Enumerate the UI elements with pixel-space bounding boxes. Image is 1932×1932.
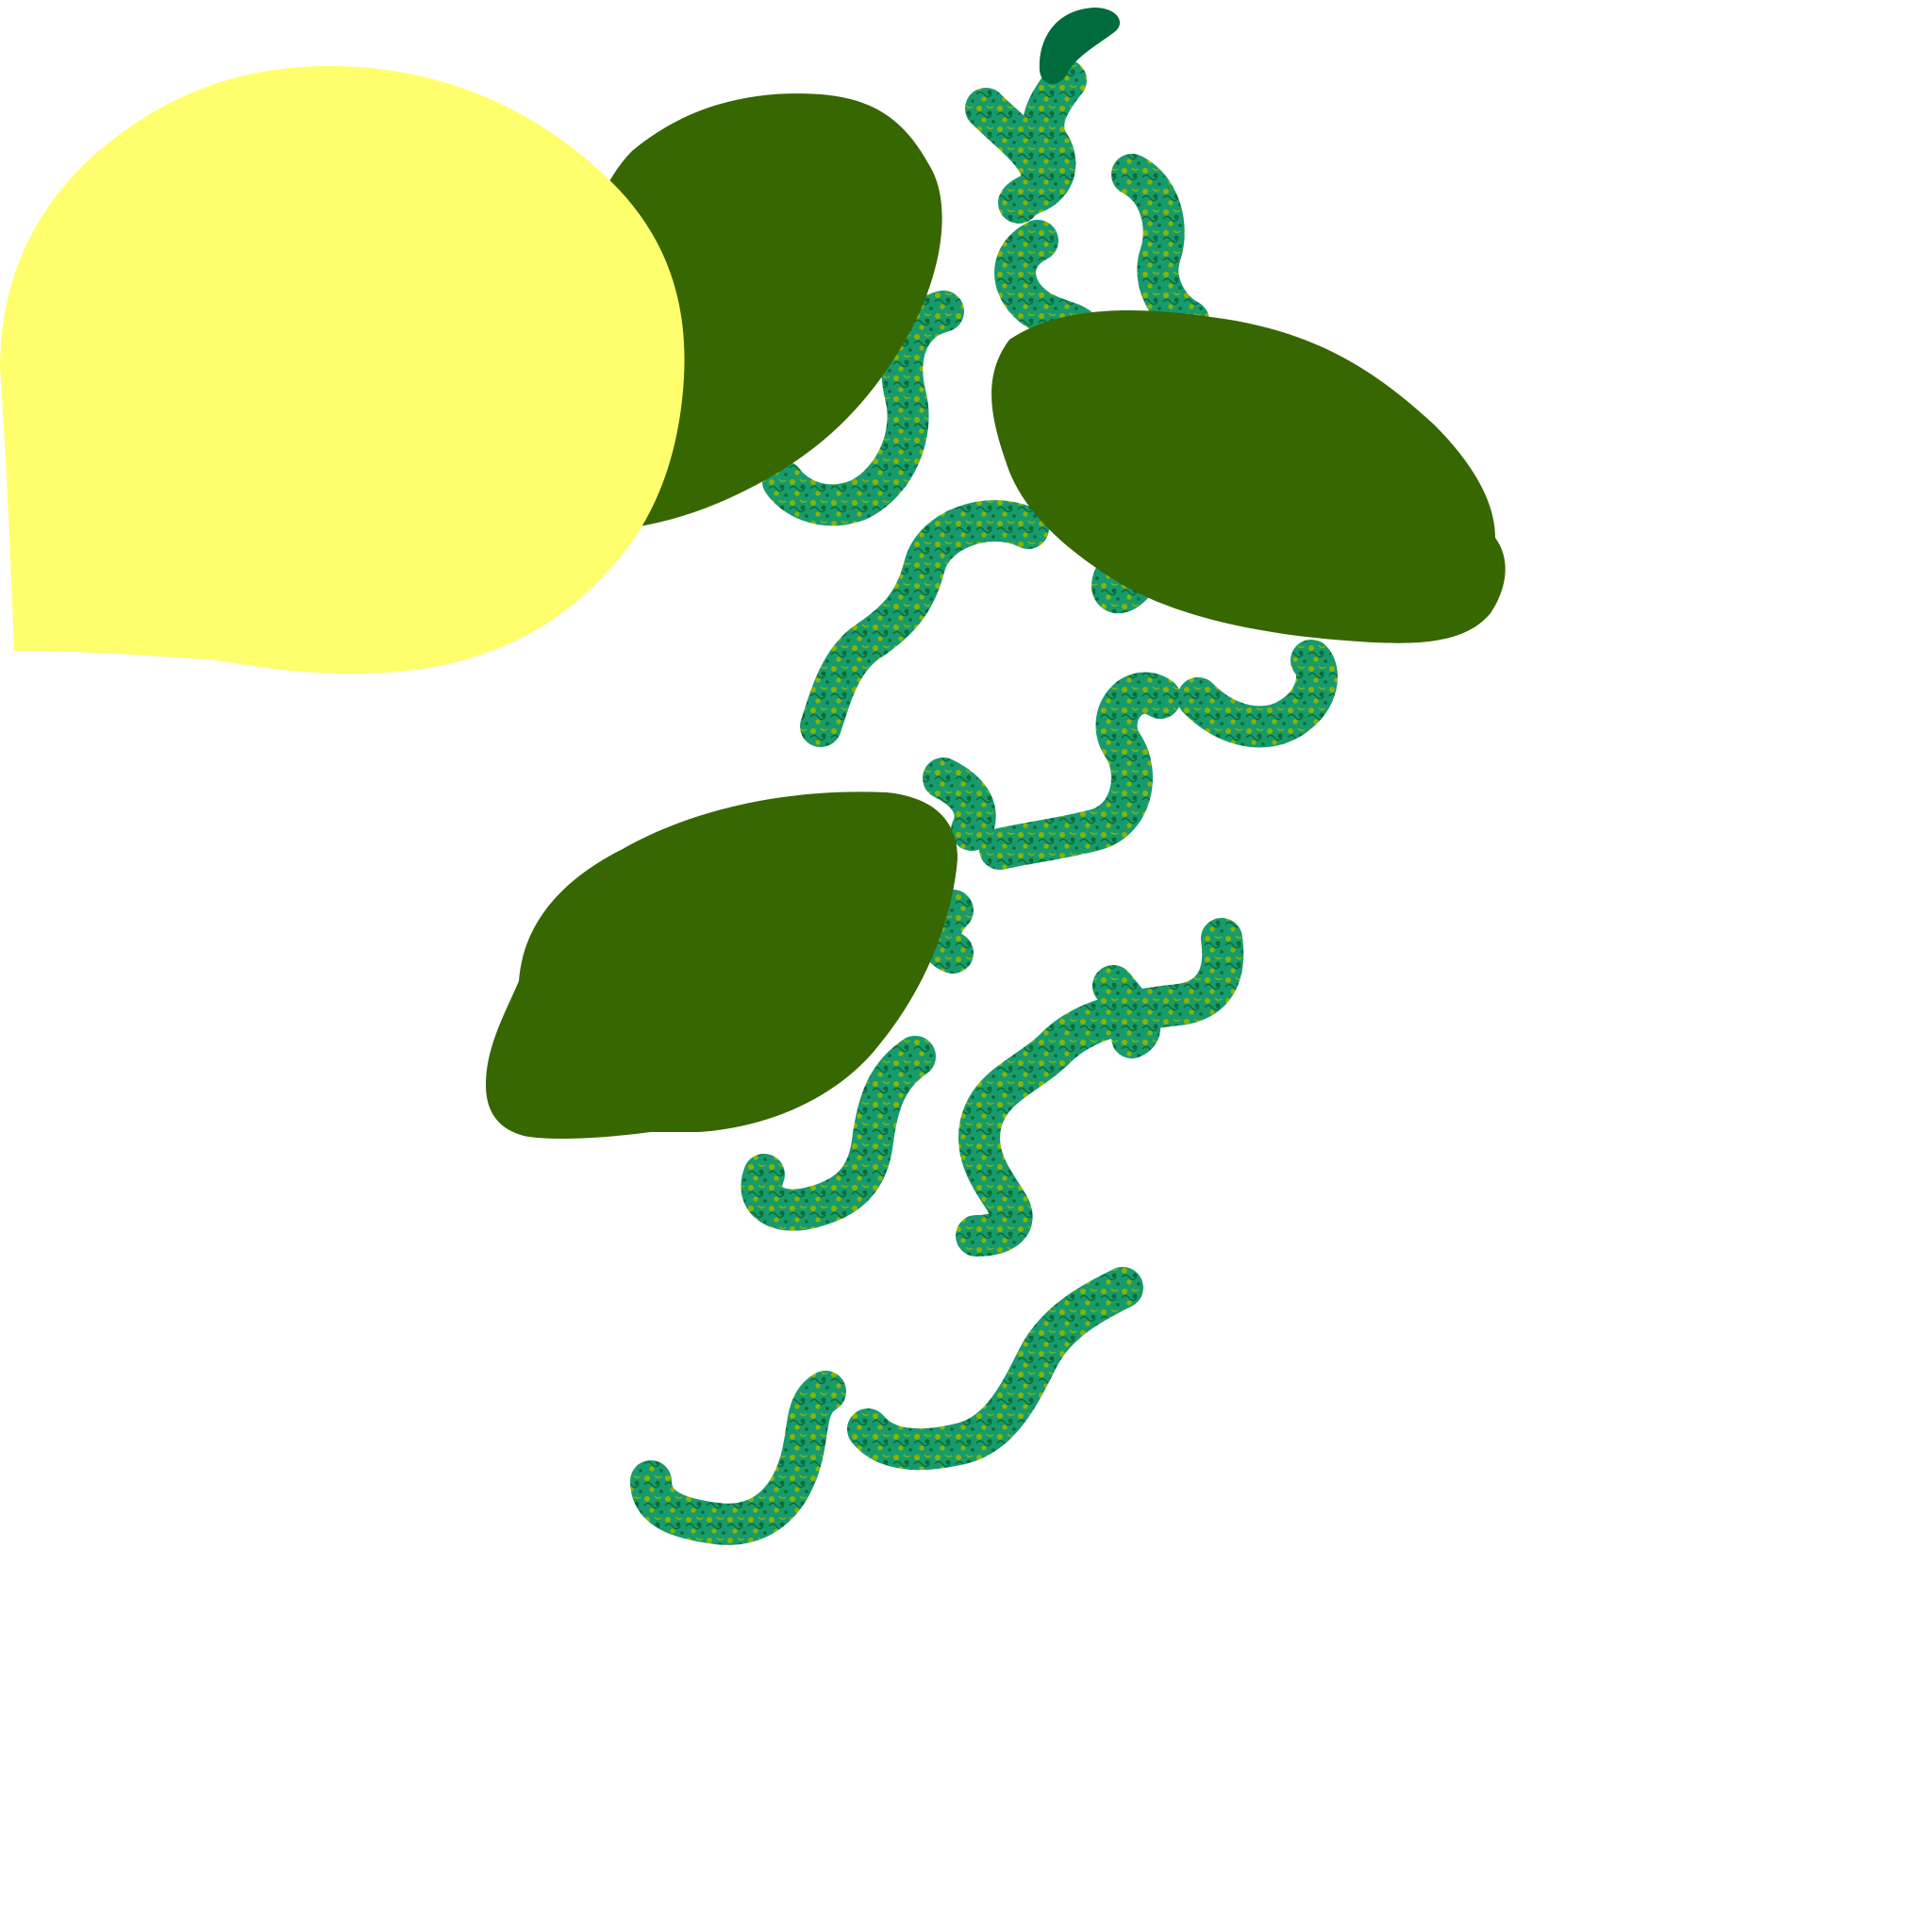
zest-strip — [919, 890, 974, 974]
zest-tip — [1039, 8, 1121, 85]
zest-strip — [960, 918, 1244, 1143]
zest-strip — [979, 672, 1181, 870]
lemon — [0, 66, 685, 675]
zest-strip — [847, 1267, 1143, 1471]
zest-strip — [1177, 640, 1338, 748]
zest-strips — [630, 59, 1338, 1545]
zest-strip — [762, 291, 964, 526]
lime-right — [991, 309, 1506, 643]
zest-strip — [1111, 154, 1209, 341]
zest-strip — [1092, 965, 1160, 1058]
zest-strip — [741, 1036, 936, 1231]
lime-bottom — [486, 791, 958, 1140]
zest-strip — [956, 1102, 1033, 1257]
zest-strip — [923, 758, 996, 851]
zest-strip — [800, 500, 1049, 747]
zest-strip — [1012, 59, 1087, 214]
zest-strip — [630, 1371, 846, 1545]
